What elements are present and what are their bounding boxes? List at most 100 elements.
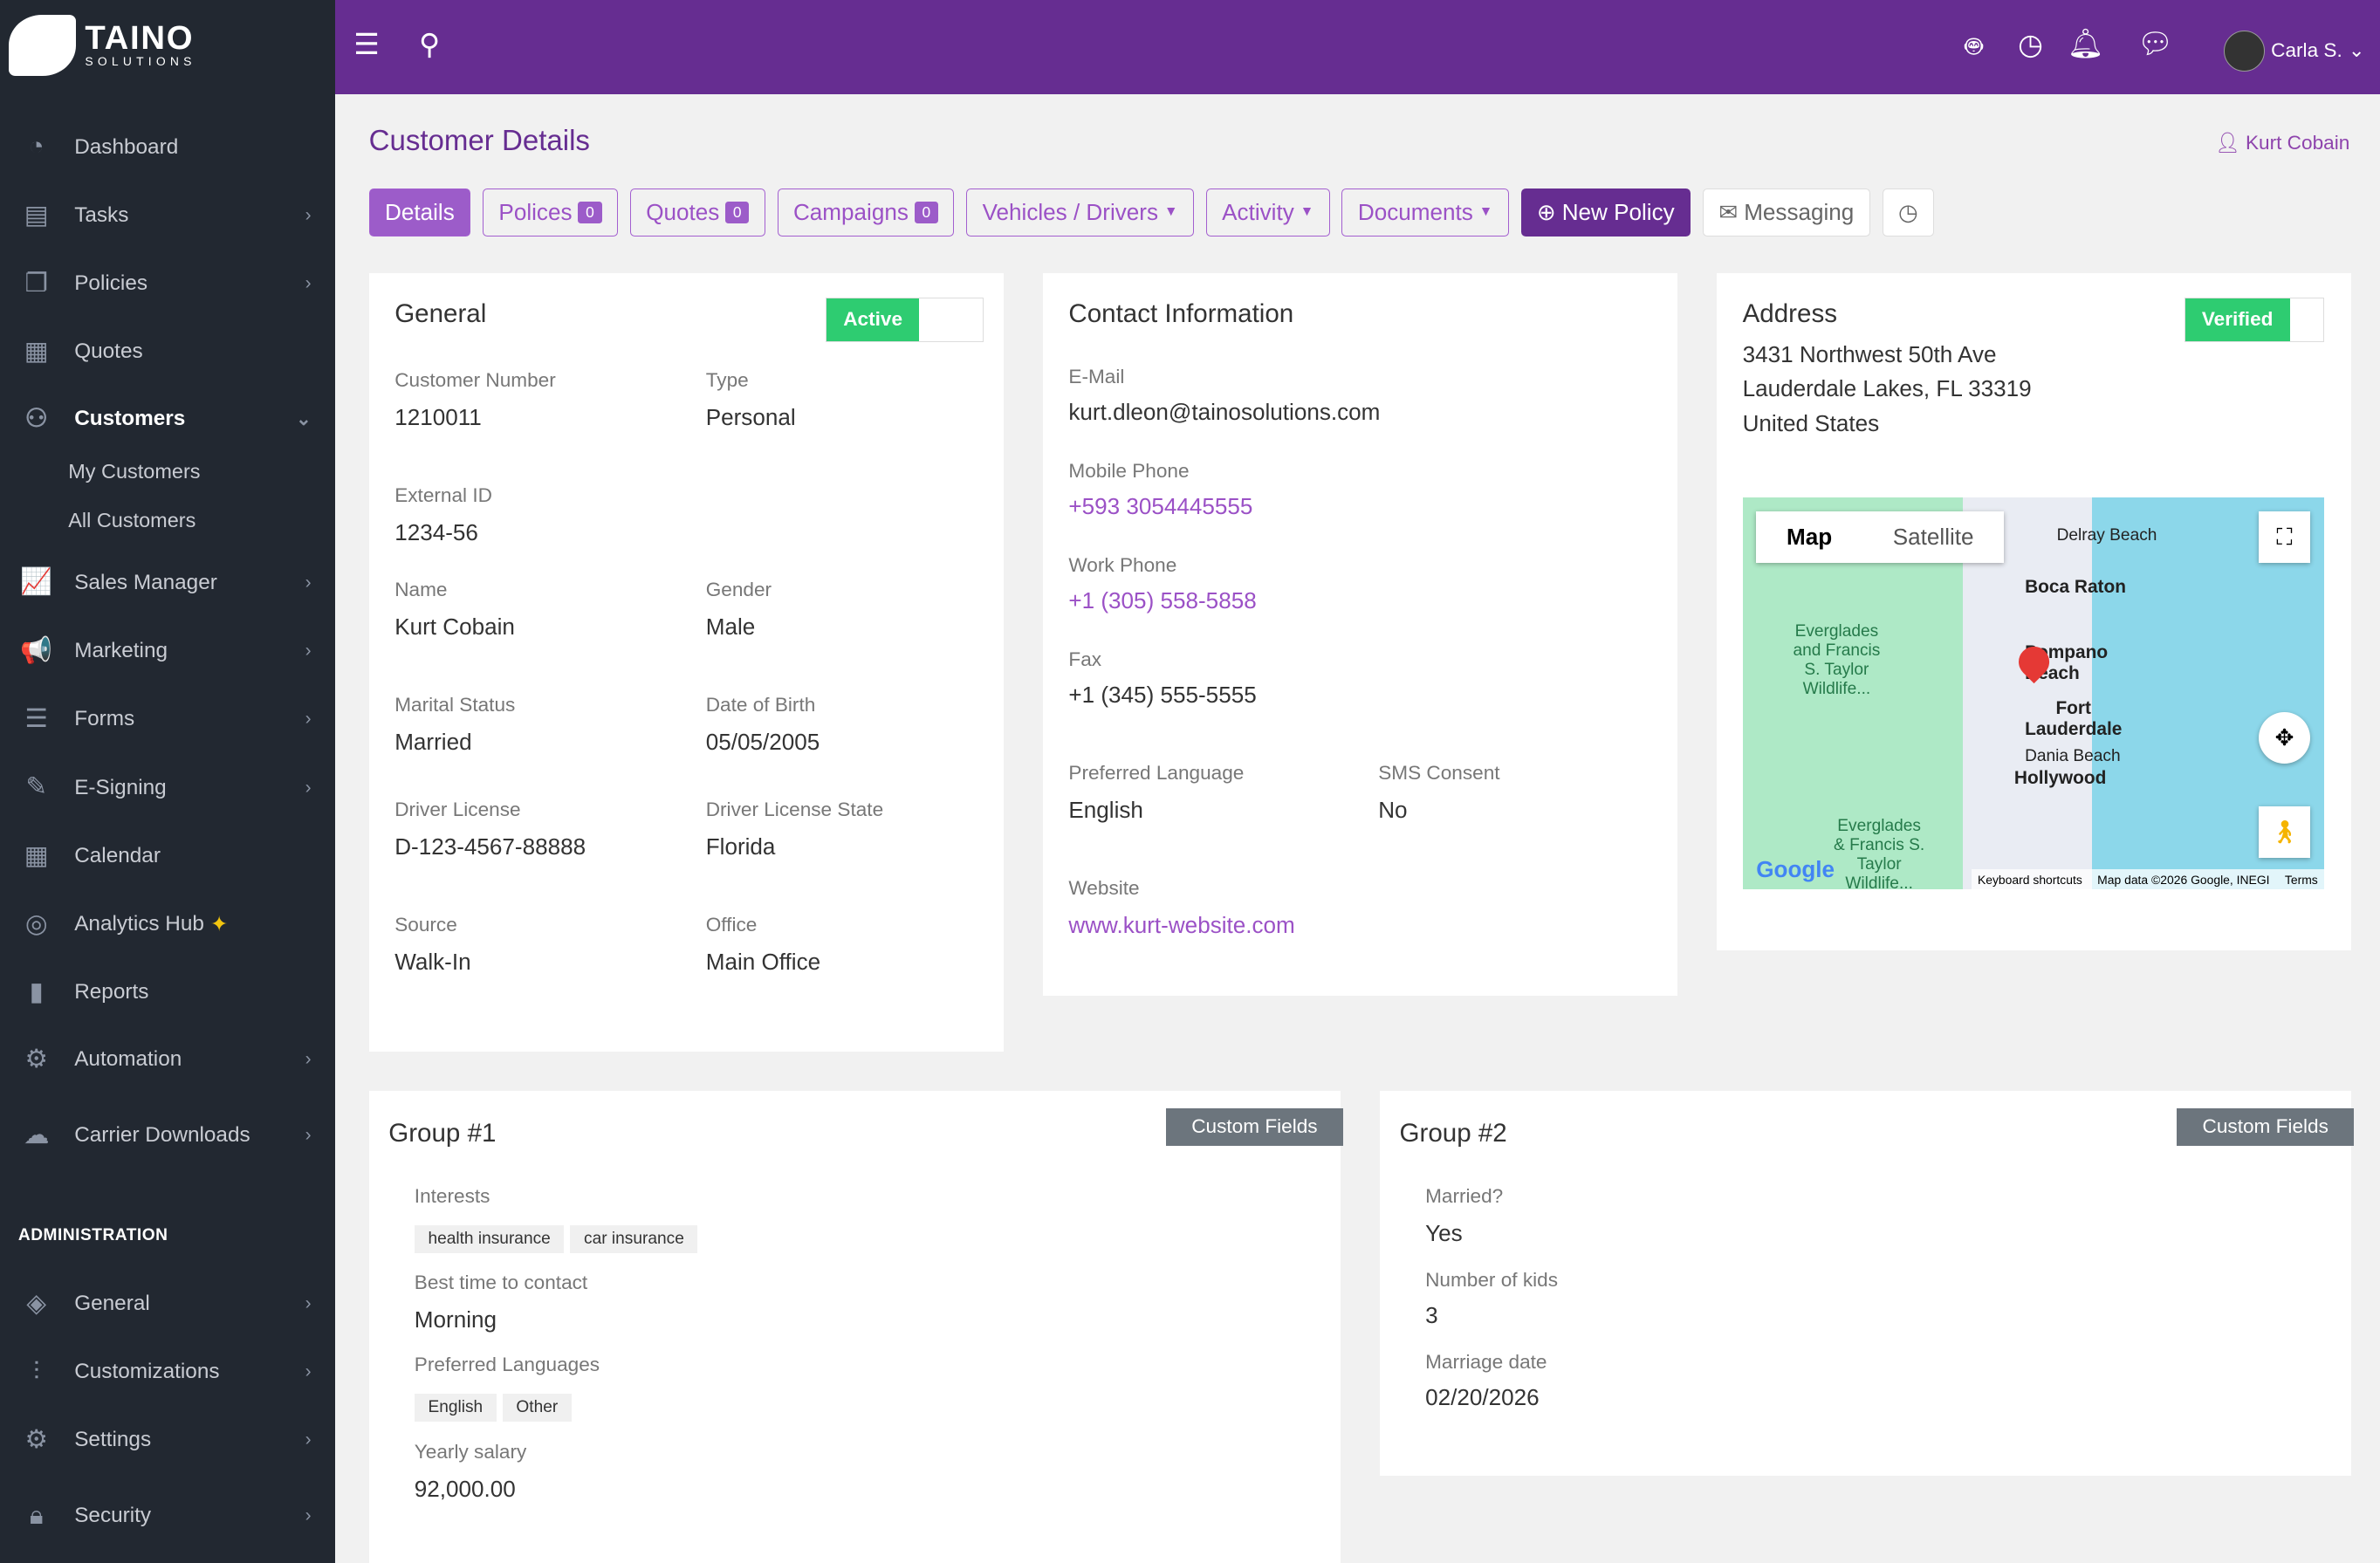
sidebar-item-tasks[interactable]: ▤ Tasks › bbox=[0, 185, 335, 246]
count-badge: 0 bbox=[725, 202, 750, 223]
sidebar-sub-all-customers[interactable]: All Customers bbox=[68, 508, 196, 531]
fax: +1 (345) 555-5555 bbox=[1068, 681, 1257, 708]
avatar bbox=[2223, 30, 2266, 72]
source: Walk-In bbox=[394, 948, 471, 975]
ai-bot-icon[interactable]: 🤖︎ bbox=[1965, 31, 1983, 64]
tag-chip: health insurance bbox=[414, 1224, 565, 1254]
clipboard-icon: ▤ bbox=[24, 200, 49, 230]
chevron-right-icon: › bbox=[305, 572, 312, 593]
keyboard-shortcuts-link[interactable]: Keyboard shortcuts bbox=[1977, 872, 2082, 887]
sidebar-item-analytics-hub[interactable]: ◎ Analytics Hub ✦ bbox=[0, 894, 335, 955]
google-map[interactable]: Delray Beach Boca Raton Pompano Beach Fo… bbox=[1742, 497, 2324, 890]
pan-control-icon[interactable]: ✥ bbox=[2258, 711, 2311, 764]
map-type-map-button[interactable]: Map bbox=[1787, 524, 1833, 550]
chevron-right-icon: › bbox=[305, 1361, 312, 1382]
sidebar-item-reports[interactable]: ▮ Reports bbox=[0, 963, 335, 1024]
general-card: General Active Customer Number 1210011 T… bbox=[368, 273, 1004, 1052]
preferred-language: English bbox=[1068, 797, 1143, 824]
sidebar-item-general[interactable]: ◈ General › bbox=[0, 1273, 335, 1334]
gears-icon: ⚙ bbox=[24, 1044, 48, 1073]
chart-icon: 📈 bbox=[20, 567, 53, 597]
fullscreen-icon[interactable]: ⛶ bbox=[2258, 511, 2311, 564]
clock-icon[interactable]: ◷ bbox=[2018, 29, 2043, 62]
form-icon: ☰ bbox=[24, 703, 48, 733]
label: Website bbox=[1068, 877, 1140, 900]
sidebar-item-customizations[interactable]: ⫶ Customizations › bbox=[0, 1341, 335, 1402]
chevron-right-icon: › bbox=[305, 641, 312, 662]
sidebar-item-carrier-downloads[interactable]: ☁ Carrier Downloads › bbox=[0, 1105, 335, 1166]
label: Date of Birth bbox=[705, 693, 816, 716]
calculator-icon: ▦ bbox=[24, 337, 49, 367]
tab-policies[interactable]: Polices 0 bbox=[483, 188, 618, 237]
verified-toggle[interactable]: Verified bbox=[2184, 297, 2324, 342]
pegman-icon[interactable]: 🚶︎ bbox=[2258, 805, 2311, 858]
chevron-right-icon: › bbox=[305, 1505, 312, 1526]
caret-down-icon: ▼ bbox=[1300, 204, 1314, 220]
active-toggle[interactable]: Active bbox=[826, 297, 984, 342]
tab-quotes[interactable]: Quotes 0 bbox=[629, 188, 765, 237]
hamburger-menu-icon[interactable]: ☰ bbox=[353, 29, 380, 62]
tab-vehicles-drivers[interactable]: Vehicles / Drivers ▼ bbox=[966, 188, 1194, 237]
user-menu[interactable]: Carla S. ⌄ bbox=[2223, 30, 2365, 72]
number-of-kids: 3 bbox=[1425, 1302, 1438, 1329]
label: E-Mail bbox=[1068, 366, 1125, 388]
married: Yes bbox=[1425, 1220, 1463, 1247]
group2-card: Group #2 Custom Fields Married? Yes Numb… bbox=[1379, 1091, 2355, 1476]
label: Preferred Languages bbox=[414, 1354, 600, 1376]
tab-activity[interactable]: Activity ▼ bbox=[1205, 188, 1330, 237]
customer-link[interactable]: 👤︎ Kurt Cobain bbox=[2215, 131, 2350, 154]
tag-chip: English bbox=[414, 1393, 497, 1422]
work-phone-link[interactable]: +1 (305) 558-5858 bbox=[1068, 587, 1257, 614]
user-icon: 👤︎ bbox=[2215, 131, 2246, 154]
google-logo: Google bbox=[1756, 856, 1835, 883]
dashboard-icon: ◔ bbox=[28, 132, 45, 161]
chevron-right-icon: › bbox=[305, 1292, 312, 1313]
sidebar-item-customers[interactable]: ⚇ Customers ⌄ bbox=[0, 388, 335, 449]
tab-details[interactable]: Details bbox=[368, 188, 471, 237]
bar-chart-icon: ▮ bbox=[29, 977, 44, 1007]
sidebar-item-calendar[interactable]: ▦ Calendar bbox=[0, 826, 335, 887]
bell-icon[interactable]: 🔔︎ bbox=[2067, 28, 2104, 61]
logo[interactable]: TAINO SOLUTIONS bbox=[9, 15, 195, 76]
sms-consent: No bbox=[1378, 797, 1408, 824]
address-line: United States bbox=[1742, 409, 1880, 436]
layers-icon: ◈ bbox=[26, 1288, 47, 1318]
calendar-clock-button[interactable]: ◷ bbox=[1882, 188, 1935, 237]
sidebar-item-security[interactable]: 🔒︎ Security › bbox=[0, 1486, 335, 1547]
messaging-button[interactable]: ✉ Messaging bbox=[1702, 188, 1870, 237]
label: Name bbox=[394, 578, 448, 600]
message-icon: ✉ bbox=[1718, 198, 1739, 225]
custom-fields-button[interactable]: Custom Fields bbox=[2176, 1107, 2355, 1146]
sidebar-item-forms[interactable]: ☰ Forms › bbox=[0, 689, 335, 751]
tab-campaigns[interactable]: Campaigns 0 bbox=[777, 188, 955, 237]
mobile-phone-link[interactable]: +593 3054445555 bbox=[1068, 493, 1253, 520]
sidebar-item-marketing[interactable]: 📢 Marketing › bbox=[0, 620, 335, 682]
terms-link[interactable]: Terms bbox=[2284, 872, 2318, 887]
card-title: Group #1 bbox=[388, 1118, 497, 1148]
driver-license-state: Florida bbox=[705, 833, 776, 860]
page-title: Customer Details bbox=[368, 124, 590, 157]
tab-documents[interactable]: Documents ▼ bbox=[1341, 188, 1509, 237]
plus-circle-icon: ⊕ bbox=[1536, 198, 1556, 225]
sidebar-item-policies[interactable]: ❐ Policies › bbox=[0, 253, 335, 314]
sidebar-item-sales-manager[interactable]: 📈 Sales Manager › bbox=[0, 552, 335, 614]
search-icon[interactable]: ⚲ bbox=[419, 29, 441, 62]
sidebar-item-e-signing[interactable]: ✎ E-Signing › bbox=[0, 758, 335, 819]
sidebar-item-quotes[interactable]: ▦ Quotes bbox=[0, 322, 335, 383]
label: Driver License State bbox=[705, 798, 884, 820]
sidebar-sub-my-customers[interactable]: My Customers bbox=[68, 459, 201, 483]
custom-fields-button[interactable]: Custom Fields bbox=[1165, 1107, 1344, 1146]
sidebar-item-dashboard[interactable]: ◔ Dashboard bbox=[0, 117, 335, 178]
sidebar-item-settings[interactable]: ⚙ Settings › bbox=[0, 1410, 335, 1471]
website-link[interactable]: www.kurt-website.com bbox=[1068, 912, 1295, 939]
sparkle-icon: ✦ bbox=[209, 913, 229, 937]
sidebar-item-automation[interactable]: ⚙ Automation › bbox=[0, 1029, 335, 1090]
count-badge: 0 bbox=[578, 202, 602, 223]
admin-heading: ADMINISTRATION bbox=[17, 1226, 168, 1245]
map-type-satellite-button[interactable]: Satellite bbox=[1892, 524, 1974, 550]
label: External ID bbox=[394, 483, 492, 506]
label: Yearly salary bbox=[414, 1440, 527, 1463]
chat-icon[interactable]: 💬︎ bbox=[2137, 28, 2174, 61]
new-policy-button[interactable]: ⊕ New Policy bbox=[1520, 188, 1691, 237]
users-icon: ⚇ bbox=[24, 403, 48, 433]
